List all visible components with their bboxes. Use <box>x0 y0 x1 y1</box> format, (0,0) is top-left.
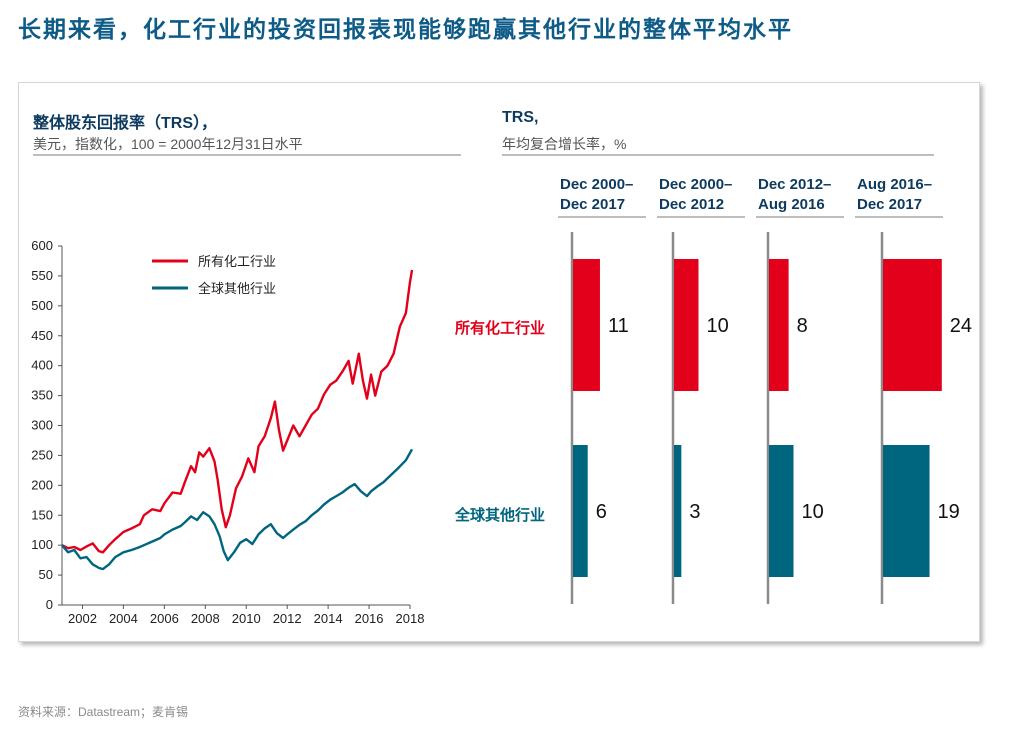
page-title: 长期来看，化工行业的投资回报表现能够跑赢其他行业的整体平均水平 <box>18 16 793 43</box>
column-header-underline <box>558 216 646 218</box>
series-line-chemicals <box>61 269 414 554</box>
y-tick-label: 500 <box>31 298 53 313</box>
y-tick-label: 550 <box>31 268 53 283</box>
y-tick-label: 100 <box>31 537 53 552</box>
column-header-line2: Dec 2012 <box>659 196 725 213</box>
line-chart-subtitle: 美元，指数化，100 = 2000年12月31日水平 <box>33 136 303 152</box>
line-chart-title: 整体股东回报率（TRS）， <box>33 115 218 132</box>
x-tick-label: 2008 <box>191 611 220 626</box>
column-header: Dec 2000– Dec 2017 <box>560 175 633 215</box>
x-tick-label: 2002 <box>68 611 97 626</box>
x-tick-label: 2014 <box>314 611 343 626</box>
column-header-line2: Aug 2016 <box>758 196 825 213</box>
column-header: Dec 2000– Dec 2012 <box>659 175 732 215</box>
y-tick-label: 200 <box>31 477 53 492</box>
row-label-others: 全球其他行业 <box>455 507 546 524</box>
x-tick-label: 2018 <box>396 611 425 626</box>
legend-label: 所有化工行业 <box>198 254 276 269</box>
y-tick-label: 150 <box>31 507 53 522</box>
y-tick-label: 50 <box>39 567 53 582</box>
bar-chart-subtitle: 年均复合增长率，% <box>502 136 627 152</box>
y-tick-label: 0 <box>46 597 53 612</box>
x-tick-label: 2016 <box>355 611 384 626</box>
y-tick-label: 450 <box>31 328 53 343</box>
y-tick-label: 600 <box>31 238 53 253</box>
legend-label: 全球其他行业 <box>198 281 276 296</box>
x-tick-label: 2006 <box>150 611 179 626</box>
column-header-underline <box>855 216 943 218</box>
y-tick-label: 300 <box>31 418 53 433</box>
x-tick-label: 2012 <box>273 611 302 626</box>
x-tick-label: 2010 <box>232 611 261 626</box>
y-tick-label: 350 <box>31 388 53 403</box>
column-header-line1: Dec 2000– <box>659 176 733 193</box>
bar-chart-underline <box>502 154 934 156</box>
column-header-line2: Dec 2017 <box>857 196 923 213</box>
column-header-line2: Dec 2017 <box>560 196 626 213</box>
line-chart-underline <box>33 154 461 156</box>
chart-card: 整体股东回报率（TRS）， 美元，指数化，100 = 2000年12月31日水平… <box>18 82 980 642</box>
column-header: Aug 2016– Dec 2017 <box>857 175 932 215</box>
x-tick-label: 2004 <box>109 611 138 626</box>
column-header-line1: Aug 2016– <box>857 176 933 193</box>
column-header-line1: Dec 2000– <box>560 176 634 193</box>
row-label-chemicals: 所有化工行业 <box>455 320 546 337</box>
y-tick-label: 400 <box>31 358 53 373</box>
source-note: 资料来源：Datastream；麦肯锡 <box>18 705 189 719</box>
column-header-line1: Dec 2012– <box>758 176 832 193</box>
y-tick-label: 250 <box>31 447 53 462</box>
bar-chart-title: TRS, <box>502 109 539 126</box>
series-line-others <box>61 448 414 571</box>
column-header: Dec 2012– Aug 2016 <box>758 175 831 215</box>
column-header-underline <box>657 216 745 218</box>
column-header-underline <box>756 216 844 218</box>
